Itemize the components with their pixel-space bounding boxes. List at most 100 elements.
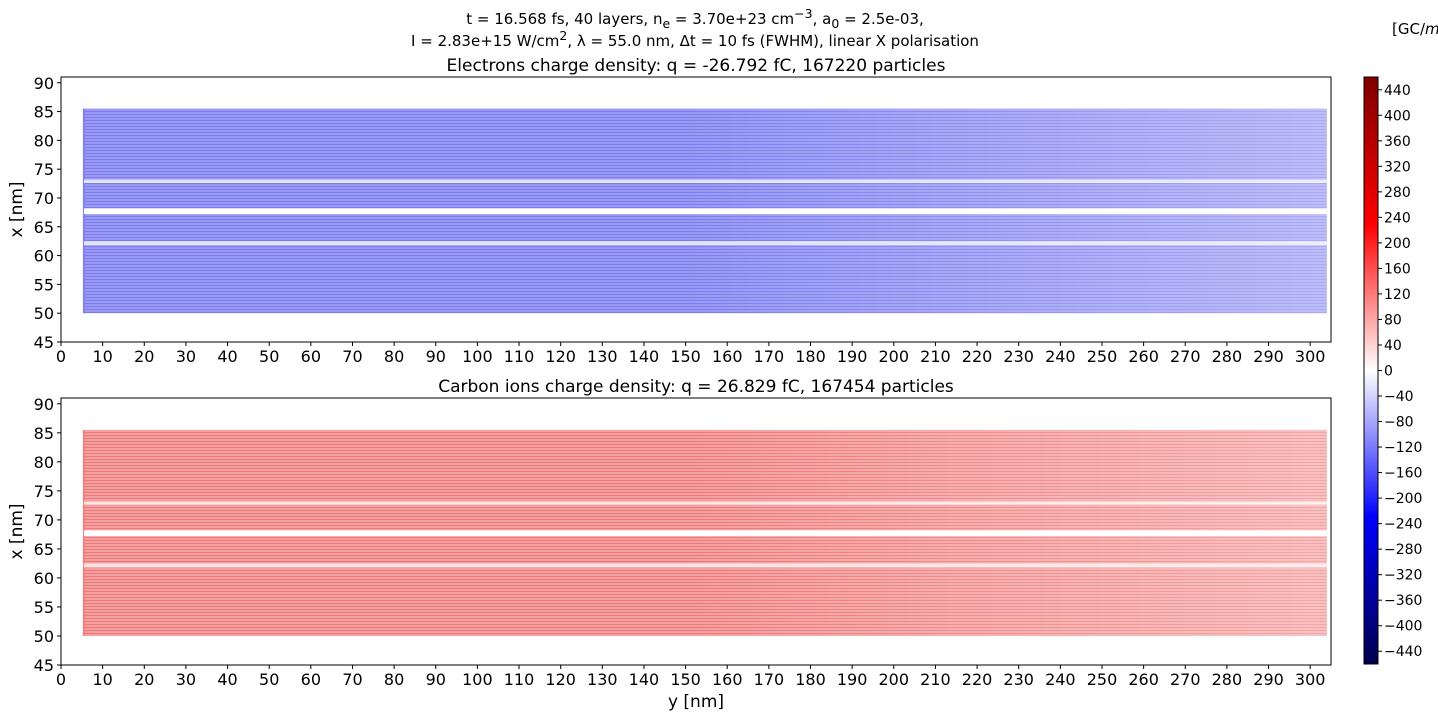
y-tick-label: 65 xyxy=(34,218,54,237)
x-tick-label: 50 xyxy=(259,347,279,366)
density-gap-band xyxy=(83,530,1327,537)
x-tick-label: 140 xyxy=(629,347,660,366)
panel-electrons: Electrons charge density: q = -26.792 fC… xyxy=(7,56,1332,366)
y-tick-label: 50 xyxy=(34,304,54,323)
colorbar-tick-label: 200 xyxy=(1384,236,1411,252)
x-tick-label: 80 xyxy=(384,670,404,689)
colorbar-bar xyxy=(1363,76,1379,665)
colorbar-tick-label: −240 xyxy=(1384,517,1422,533)
x-tick-label: 0 xyxy=(56,670,66,689)
y-tick-label: 50 xyxy=(34,627,54,646)
x-tick-label: 250 xyxy=(1087,347,1118,366)
x-tick-label: 40 xyxy=(217,670,237,689)
x-tick-label: 90 xyxy=(426,670,446,689)
colorbar-tick-label: 240 xyxy=(1384,210,1411,226)
density-gap-band xyxy=(83,179,1327,183)
x-tick-label: 240 xyxy=(1045,670,1076,689)
y-tick-label: 85 xyxy=(34,424,54,443)
x-tick-label: 180 xyxy=(795,670,826,689)
x-tick-label: 120 xyxy=(545,670,576,689)
panel-title: Electrons charge density: q = -26.792 fC… xyxy=(447,56,946,76)
colorbar-tick-label: −160 xyxy=(1384,466,1422,482)
colorbar-tick-label: 440 xyxy=(1384,83,1411,99)
colorbar-tick-label: 360 xyxy=(1384,134,1411,150)
x-tick-label: 60 xyxy=(301,670,321,689)
y-tick-label: 80 xyxy=(34,453,54,472)
colorbar-tick-label: −440 xyxy=(1384,644,1422,660)
x-tick-label: 150 xyxy=(670,347,701,366)
y-tick-label: 55 xyxy=(34,598,54,617)
x-tick-label: 70 xyxy=(342,670,362,689)
x-tick-label: 160 xyxy=(712,347,743,366)
title-text-1c: , a xyxy=(812,10,832,28)
density-gap-band xyxy=(83,208,1327,215)
colorbar-tick-label: 80 xyxy=(1384,312,1402,328)
density-gap-band xyxy=(83,241,1327,246)
x-tick-label: 150 xyxy=(670,670,701,689)
y-axis-label: x [nm] xyxy=(7,503,27,559)
y-tick-label: 45 xyxy=(34,333,54,352)
x-tick-label: 260 xyxy=(1128,347,1159,366)
x-tick-label: 240 xyxy=(1045,347,1076,366)
x-tick-label: 300 xyxy=(1295,347,1326,366)
colorbar-tick-label: −40 xyxy=(1384,389,1414,405)
colorbar-tick-label: 400 xyxy=(1384,108,1411,124)
y-tick-label: 65 xyxy=(34,540,54,559)
x-tick-label: 300 xyxy=(1295,670,1326,689)
colorbar-tick-label: 280 xyxy=(1384,185,1411,201)
x-tick-label: 20 xyxy=(134,670,154,689)
panel-title: Carbon ions charge density: q = 26.829 f… xyxy=(438,377,954,397)
x-tick-label: 210 xyxy=(920,670,951,689)
colorbar-tick-label: 160 xyxy=(1384,261,1411,277)
x-tick-label: 200 xyxy=(879,347,910,366)
colorbar-unit-label: [GC/m3] xyxy=(1392,16,1438,38)
title-text-2b: , λ = 55.0 nm, Δt = 10 fs (FWHM), linear… xyxy=(567,32,979,50)
x-tick-label: 40 xyxy=(217,347,237,366)
x-tick-label: 10 xyxy=(92,347,112,366)
y-tick-label: 70 xyxy=(34,189,54,208)
title-sub-e: e xyxy=(662,16,671,31)
colorbar-tick-label: 120 xyxy=(1384,287,1411,303)
title-text-1a: t = 16.568 fs, 40 layers, n xyxy=(466,10,663,28)
title-text-2a: I = 2.83e+15 W/cm xyxy=(411,32,560,50)
x-tick-label: 110 xyxy=(504,670,535,689)
x-tick-label: 100 xyxy=(462,347,493,366)
x-tick-label: 60 xyxy=(301,347,321,366)
colorbar-tick-label: −360 xyxy=(1384,593,1422,609)
colorbar-tick-label: −200 xyxy=(1384,491,1422,507)
x-tick-label: 110 xyxy=(504,347,535,366)
x-tick-label: 90 xyxy=(426,347,446,366)
x-tick-label: 120 xyxy=(545,347,576,366)
x-tick-label: 0 xyxy=(56,347,66,366)
density-gap-band xyxy=(83,501,1327,505)
x-tick-label: 170 xyxy=(754,670,785,689)
x-tick-label: 30 xyxy=(176,670,196,689)
x-tick-label: 190 xyxy=(837,347,868,366)
x-tick-label: 280 xyxy=(1212,347,1243,366)
x-tick-label: 80 xyxy=(384,347,404,366)
y-tick-label: 45 xyxy=(34,656,54,675)
x-tick-label: 140 xyxy=(629,670,660,689)
x-tick-label: 170 xyxy=(754,347,785,366)
title-sub-0: 0 xyxy=(831,16,840,31)
title-sup-3: −3 xyxy=(794,6,813,21)
figure-title-line2: I = 2.83e+15 W/cm2, λ = 55.0 nm, Δt = 10… xyxy=(0,26,1390,51)
x-tick-label: 220 xyxy=(962,347,993,366)
y-tick-label: 75 xyxy=(34,160,54,179)
colorbar-tick-label: 40 xyxy=(1384,338,1402,354)
x-tick-label: 70 xyxy=(342,347,362,366)
x-tick-label: 50 xyxy=(259,670,279,689)
x-tick-label: 130 xyxy=(587,347,618,366)
panel-ions: Carbon ions charge density: q = 26.829 f… xyxy=(7,377,1332,712)
y-tick-label: 90 xyxy=(34,395,54,414)
title-sup-2: 2 xyxy=(559,28,568,43)
x-tick-label: 230 xyxy=(1003,670,1034,689)
x-tick-label: 290 xyxy=(1253,347,1284,366)
y-tick-label: 85 xyxy=(34,103,54,122)
x-tick-label: 210 xyxy=(920,347,951,366)
x-tick-label: 280 xyxy=(1212,670,1243,689)
x-tick-label: 250 xyxy=(1087,670,1118,689)
x-tick-label: 190 xyxy=(837,670,868,689)
figure-title-line1: t = 16.568 fs, 40 layers, ne = 3.70e+23 … xyxy=(0,4,1390,34)
